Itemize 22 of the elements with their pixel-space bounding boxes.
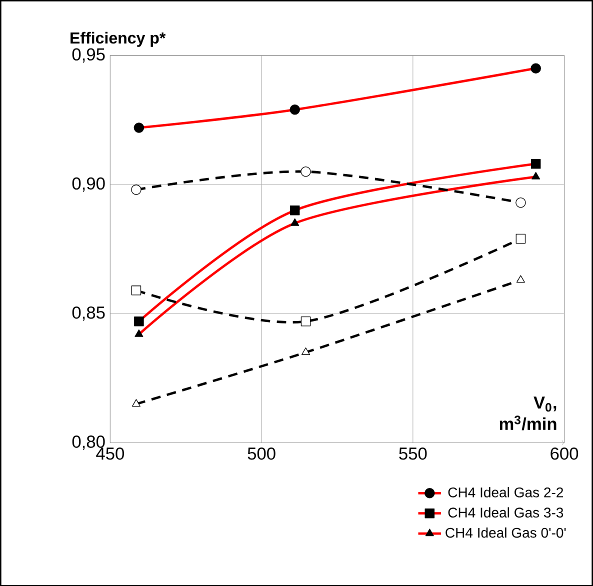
y-tick-label: 0,80 [72,435,105,450]
y-axis-title: Efficiency p* [70,32,166,47]
point [131,285,142,296]
text: V$_{0}$, m$^{3}$/min [500,396,556,430]
y-tick-label: 0,90 [72,177,105,192]
x-tick-label: 550 [399,447,427,460]
legend-label: CH4 Ideal Gas 3-3 [448,507,564,518]
y-tick-label: 0,85 [72,306,105,321]
point [131,184,142,195]
point [301,347,310,355]
point [516,197,526,208]
y-tick-label: 0,95 [72,48,105,62]
x-tick-label: 600 [550,447,578,460]
legend-label: CH4 Ideal Gas 0'-0' [446,527,566,538]
point [516,275,525,283]
point [132,398,140,406]
legend-label: CH4 Ideal Gas 2-2 [448,486,564,498]
point [300,316,311,326]
x-tick-label: 500 [248,447,276,460]
point [300,166,311,177]
x-tick-label: 450 [96,447,124,460]
point [516,234,526,244]
